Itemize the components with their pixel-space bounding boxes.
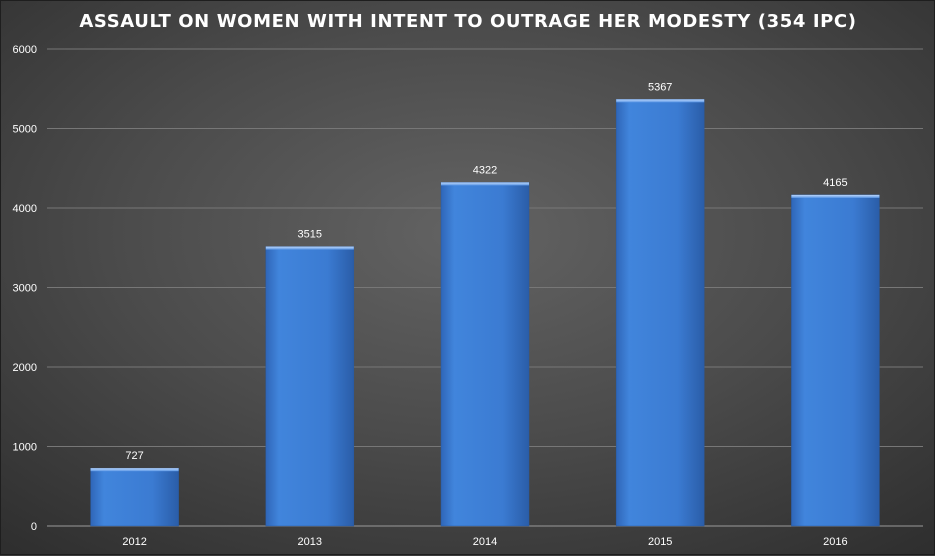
- bar-highlight-2013: [266, 247, 354, 250]
- bar-highlight-2016: [791, 195, 879, 198]
- x-tick-label: 2012: [122, 536, 146, 548]
- y-tick-label: 4000: [13, 203, 37, 215]
- bar-highlight-2014: [441, 182, 529, 185]
- x-axis-labels: 2012 2013 2014 2015 2016: [122, 536, 847, 548]
- bar-2015: [616, 99, 704, 526]
- y-tick-label: 3000: [13, 283, 37, 295]
- y-tick-label: 6000: [13, 44, 37, 56]
- bar-2016: [791, 195, 879, 526]
- bar-2014: [441, 182, 529, 526]
- data-label: 5367: [648, 81, 672, 93]
- chart-title: ASSAULT ON WOMEN WITH INTENT TO OUTRAGE …: [79, 11, 856, 32]
- data-label: 4322: [473, 164, 497, 176]
- y-axis-labels: 0 1000 2000 3000 4000 5000 6000: [13, 44, 37, 533]
- y-tick-label: 2000: [13, 362, 37, 374]
- y-tick-label: 0: [31, 521, 37, 533]
- y-tick-label: 5000: [13, 124, 37, 136]
- x-tick-label: 2015: [648, 536, 672, 548]
- bar-2013: [266, 247, 354, 526]
- bars: [91, 99, 880, 526]
- data-label: 3515: [298, 229, 322, 241]
- bar-2012: [91, 468, 179, 526]
- bar-highlight-2015: [616, 99, 704, 102]
- bar-highlight-2012: [91, 468, 179, 471]
- data-label: 4165: [823, 177, 847, 189]
- y-tick-label: 1000: [13, 442, 37, 454]
- x-tick-label: 2013: [298, 536, 322, 548]
- data-label: 727: [125, 450, 143, 462]
- x-tick-label: 2016: [823, 536, 847, 548]
- x-tick-label: 2014: [473, 536, 497, 548]
